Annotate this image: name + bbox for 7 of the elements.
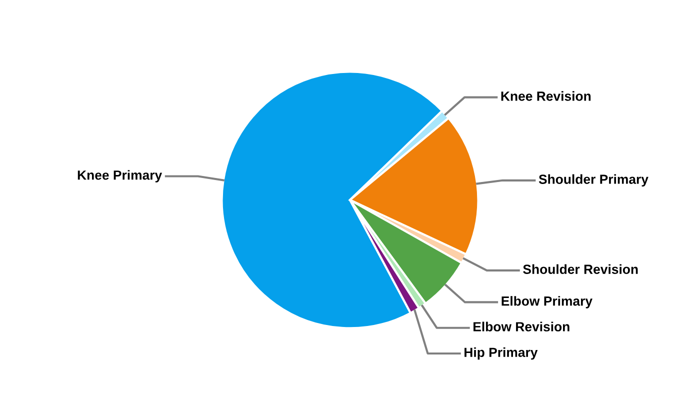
slice-label: Shoulder Primary	[538, 174, 648, 187]
slice-label: Elbow Revision	[474, 322, 570, 332]
slice-label: Elbow Primary	[502, 296, 592, 308]
slice-label: Knee Primary	[78, 170, 162, 182]
slice-label: Hip Primary	[464, 347, 538, 360]
slice-label: Knee Revision	[501, 91, 591, 101]
slice-label: Shoulder Revision	[523, 264, 638, 274]
